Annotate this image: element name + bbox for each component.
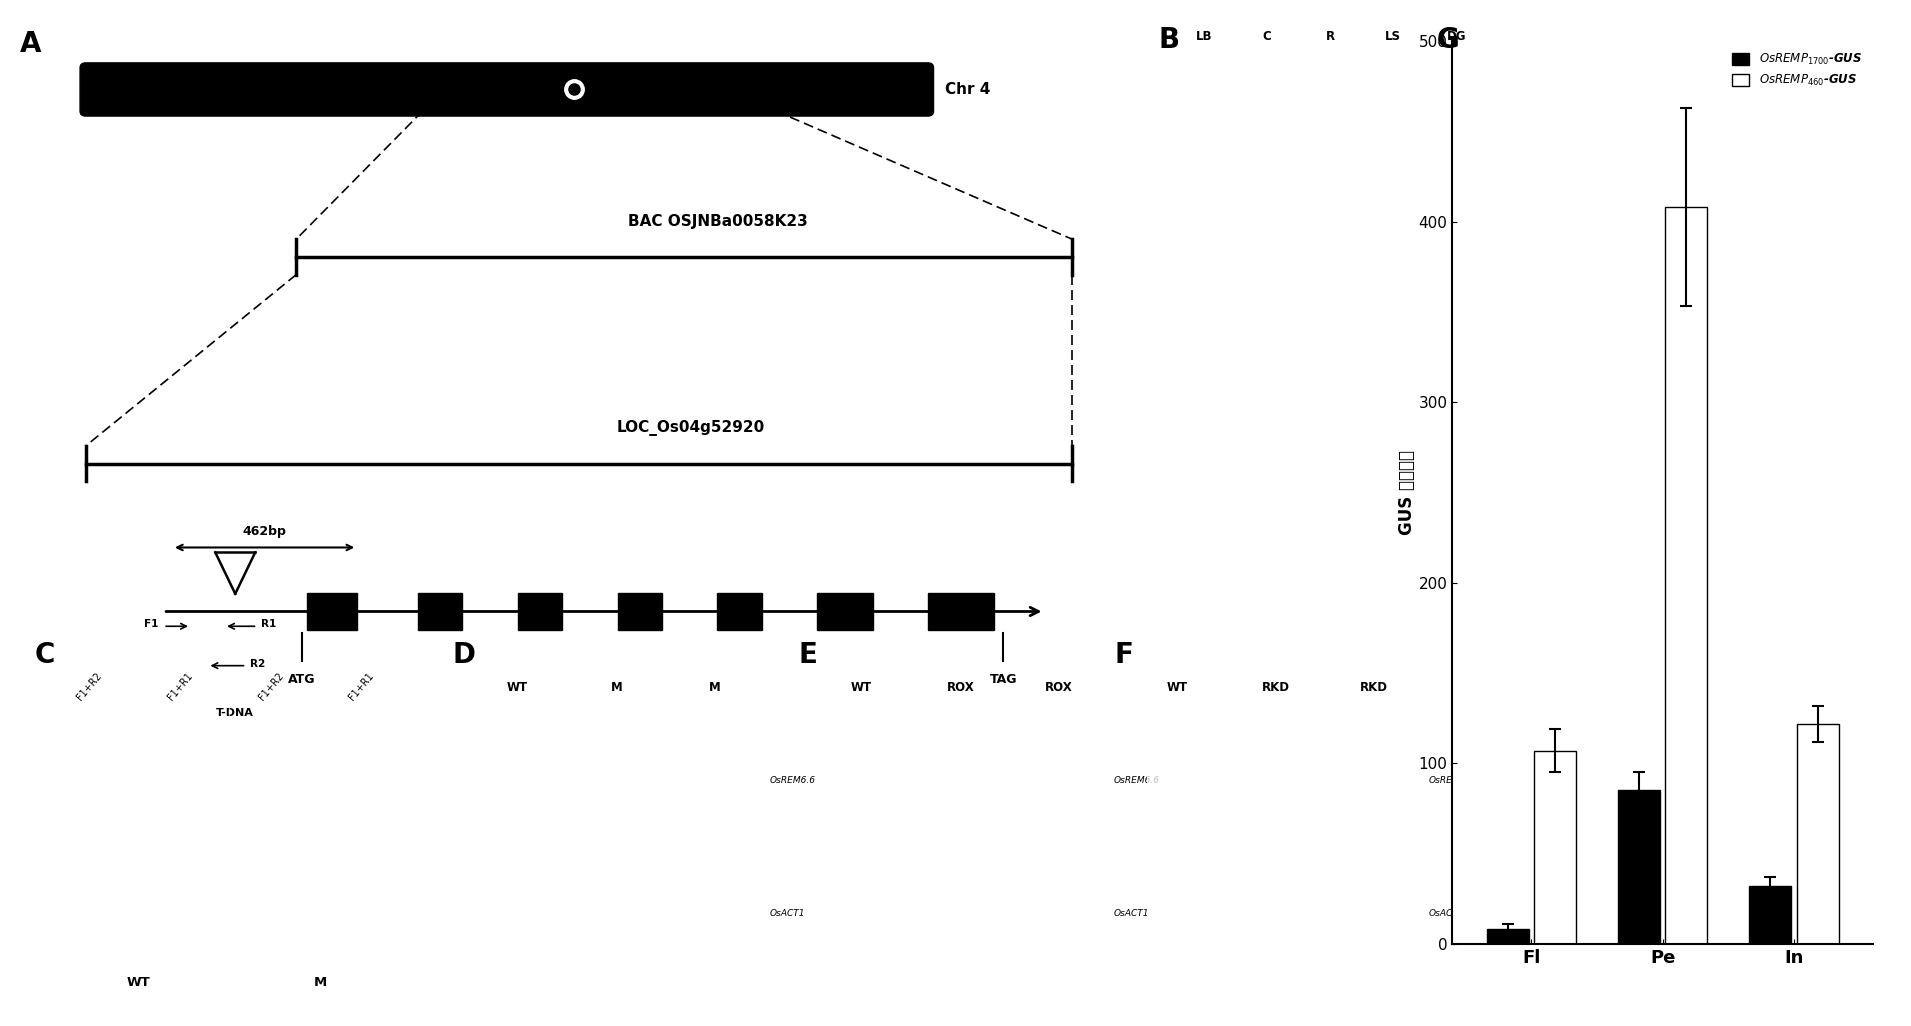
- Bar: [1147, 902, 1206, 924]
- Text: WT: WT: [1166, 681, 1187, 694]
- Text: OsREM6.6: OsREM6.6: [1429, 776, 1475, 785]
- Text: Chr 4: Chr 4: [944, 82, 990, 97]
- Bar: [929, 593, 994, 630]
- Y-axis label: GUS 相对活性: GUS 相对活性: [1399, 450, 1416, 535]
- Bar: [1189, 248, 1225, 269]
- Bar: [1252, 248, 1288, 269]
- Text: B: B: [1158, 26, 1179, 53]
- Text: OsREM6.6: OsREM6.6: [1114, 776, 1160, 785]
- Text: ROX: ROX: [1045, 681, 1072, 694]
- Bar: [487, 902, 547, 924]
- Text: 462bp: 462bp: [243, 524, 287, 538]
- Text: F1: F1: [145, 620, 159, 629]
- Text: ATG: ATG: [289, 673, 315, 685]
- Bar: [1315, 248, 1351, 269]
- Text: R: R: [1326, 30, 1334, 43]
- Text: TAG: TAG: [990, 673, 1017, 685]
- Bar: [419, 593, 462, 630]
- Bar: [65, 828, 120, 850]
- Text: LOC_Os04g52920: LOC_Os04g52920: [617, 421, 764, 436]
- Bar: [338, 828, 394, 850]
- FancyBboxPatch shape: [80, 63, 934, 116]
- Legend: $OsREMP_{1700}$-GUS, $OsREMP_{460}$-GUS: $OsREMP_{1700}$-GUS, $OsREMP_{460}$-GUS: [1728, 47, 1867, 92]
- Bar: [617, 593, 661, 630]
- Bar: [1030, 902, 1089, 924]
- Text: T-DNA: T-DNA: [216, 708, 254, 718]
- Text: LB: LB: [1196, 30, 1212, 43]
- Text: M: M: [313, 976, 327, 989]
- Text: M: M: [709, 681, 720, 694]
- Bar: [1147, 768, 1206, 792]
- Bar: [587, 768, 646, 792]
- Text: C: C: [1263, 30, 1271, 43]
- Bar: [1252, 135, 1288, 155]
- Text: G: G: [1437, 26, 1460, 53]
- Bar: [1441, 135, 1477, 155]
- Text: A: A: [21, 31, 42, 58]
- Bar: [1487, 930, 1529, 944]
- Text: BAC OSJNBa0058K23: BAC OSJNBa0058K23: [627, 214, 806, 230]
- Bar: [931, 768, 990, 792]
- Text: RKD: RKD: [1261, 681, 1290, 694]
- Bar: [1345, 902, 1405, 924]
- Text: OsACT1: OsACT1: [770, 909, 805, 917]
- Bar: [308, 593, 357, 630]
- Bar: [518, 593, 562, 630]
- Text: R2: R2: [250, 659, 266, 669]
- Text: DG: DG: [1447, 30, 1466, 43]
- Text: C: C: [34, 641, 55, 669]
- Text: OsACT1: OsACT1: [1494, 253, 1529, 263]
- Bar: [587, 902, 646, 924]
- Text: F1+R2: F1+R2: [256, 671, 285, 703]
- Text: LS: LS: [1385, 30, 1401, 43]
- Text: F: F: [1114, 641, 1133, 669]
- Text: F1+R1: F1+R1: [348, 671, 376, 703]
- Bar: [1246, 768, 1305, 792]
- Text: D: D: [453, 641, 476, 669]
- Bar: [1378, 248, 1414, 269]
- Text: WT: WT: [126, 976, 151, 989]
- Bar: [1749, 886, 1791, 944]
- Bar: [1378, 135, 1414, 155]
- Text: OsACT1: OsACT1: [1114, 909, 1149, 917]
- Text: E: E: [799, 641, 818, 669]
- Bar: [1535, 751, 1577, 944]
- Text: F1+R2: F1+R2: [75, 671, 103, 703]
- Bar: [1441, 248, 1477, 269]
- Text: R1: R1: [260, 620, 275, 629]
- Bar: [686, 902, 745, 924]
- Bar: [1246, 902, 1305, 924]
- Text: WT: WT: [850, 681, 871, 694]
- Text: OsREM6.6: OsREM6.6: [1494, 141, 1540, 150]
- Bar: [1796, 723, 1838, 944]
- Bar: [487, 768, 547, 792]
- Text: OsREM6.6: OsREM6.6: [770, 776, 816, 785]
- Bar: [1315, 135, 1351, 155]
- Bar: [831, 768, 891, 792]
- Text: OsACT1: OsACT1: [1429, 909, 1464, 917]
- Bar: [931, 902, 990, 924]
- Bar: [686, 768, 745, 792]
- Text: RKD: RKD: [1361, 681, 1387, 694]
- Bar: [818, 593, 873, 630]
- Bar: [1619, 790, 1661, 944]
- Bar: [831, 902, 891, 924]
- Bar: [1664, 207, 1707, 944]
- Bar: [717, 593, 762, 630]
- Text: M: M: [610, 681, 623, 694]
- Text: ROX: ROX: [946, 681, 975, 694]
- Bar: [1030, 768, 1089, 792]
- Text: WT: WT: [506, 681, 527, 694]
- Bar: [1345, 768, 1405, 792]
- Bar: [1189, 135, 1225, 155]
- Text: F1+R1: F1+R1: [166, 671, 195, 703]
